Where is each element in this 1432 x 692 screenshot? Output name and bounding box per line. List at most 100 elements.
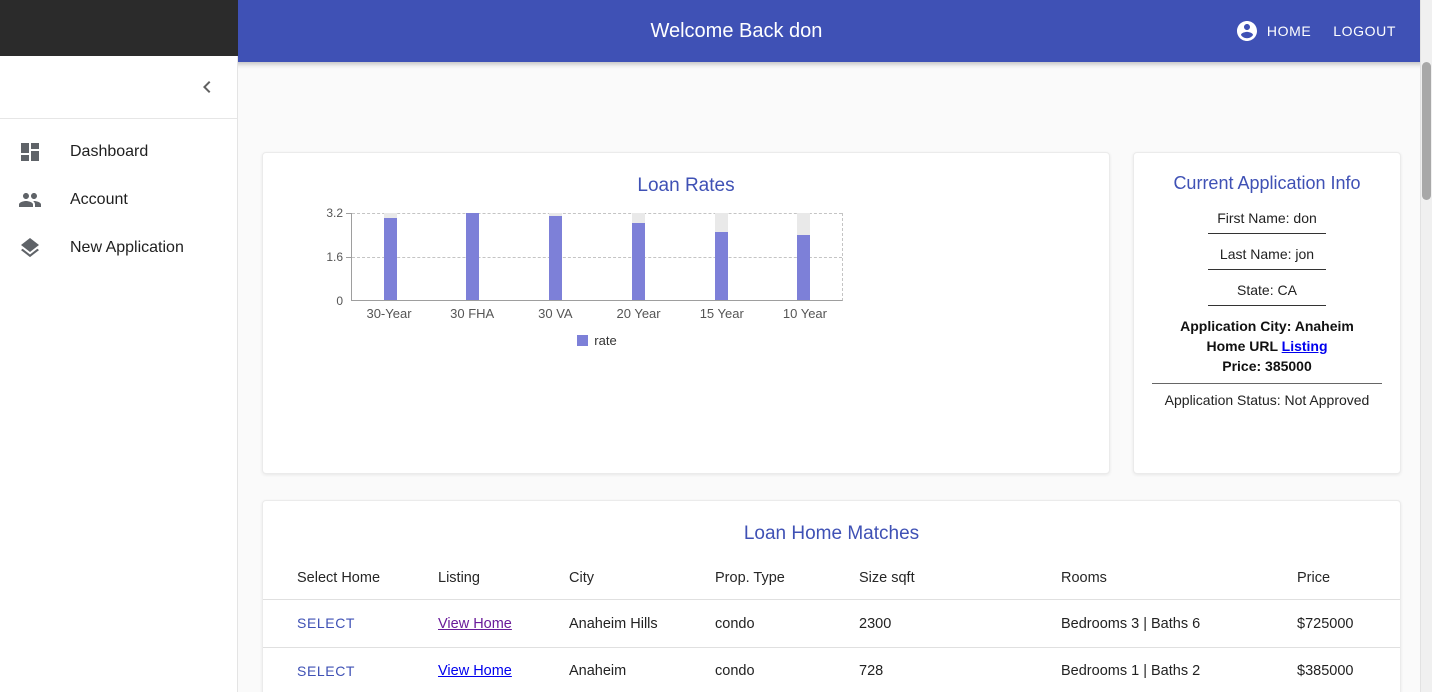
cell-price: $725000 [1297,615,1354,632]
rate-bar-30-year [383,218,397,300]
chevron-left-icon [195,81,219,102]
chart-bars [352,213,842,300]
bar-track [797,213,811,300]
header-nav: HOME LOGOUT [1235,19,1396,43]
application-price: Price: 385000 [1222,358,1312,374]
sidebar: Dashboard Account New Application [0,56,238,692]
rate-bar-20-year [631,222,645,300]
home-nav-label: HOME [1266,23,1312,39]
sidebar-menu: Dashboard Account New Application [0,119,237,272]
application-city: Application City: Anaheim [1180,318,1354,334]
view-home-link[interactable]: View Home [438,615,512,632]
sidebar-collapse-row [0,56,237,119]
bar-track [466,213,480,300]
col-header-size-sqft: Size sqft [859,570,915,586]
bar-track [383,213,397,300]
bar-column [768,213,840,300]
select-home-button[interactable]: SELECT [297,615,356,631]
home-url-line: Home URL Listing [1150,338,1384,354]
last-name-field: Last Name: jon [1208,246,1326,270]
chart-y-axis: 3.2 1.6 0 [315,206,351,308]
rate-bar-30-va [549,215,563,300]
x-axis-category-label: 15 Year [699,306,744,321]
cell-prop-type: condo [715,615,755,632]
collapse-sidebar-button[interactable] [189,69,225,105]
bar-column [602,213,674,300]
listing-link[interactable]: Listing [1281,338,1328,354]
layers-icon [18,236,42,260]
col-header-prop-type: Prop. Type [715,570,785,586]
bar-column [354,213,426,300]
vertical-scrollbar[interactable] [1420,0,1432,692]
cell-rooms: Bedrooms 1 | Baths 2 [1061,663,1201,679]
chart-x-axis-labels: 30-Year 30 FHA 30 VA 20 Year 15 Year 10 Year [351,301,843,321]
cell-city: Anaheim Hills [569,615,658,632]
chart-legend: rate [351,333,843,348]
bar-column [685,213,757,300]
application-status: Application Status: Not Approved [1164,392,1370,408]
rate-bar-15-year [714,232,728,300]
main-content: Loan Rates 3.2 1.6 0 3 [238,62,1420,692]
col-header-city: City [569,570,594,586]
people-icon [18,188,42,212]
chart-plot-area [351,213,843,301]
legend-label: rate [594,333,617,348]
application-info-title: Current Application Info [1173,173,1361,193]
y-tick-label: 0 [336,294,343,308]
matches-table: Select Home Listing City Prop. Type Size… [263,557,1400,692]
loan-rates-chart: 3.2 1.6 0 30-Year 30 FHA 30 VA 20 Year 15 Ye… [315,206,855,348]
info-divider [1152,383,1382,384]
table-row: SELECT View Home Anaheim condo 728 Bedro… [263,647,1400,692]
first-name-field: First Name: don [1208,210,1326,234]
application-info-card: Current Application Info First Name: don… [1133,152,1401,474]
account-circle-icon [1235,19,1259,43]
home-nav-link[interactable]: HOME [1235,19,1311,43]
col-header-price: Price [1297,570,1331,586]
col-header-select-home: Select Home [297,570,381,586]
x-axis-category-label: 30 VA [538,306,573,321]
sidebar-item-account[interactable]: Account [0,176,237,224]
app-header: Welcome Back don HOME LOGOUT [0,0,1432,62]
legend-swatch [577,335,589,346]
sidebar-item-label: New Application [70,239,184,256]
loan-home-matches-card: Loan Home Matches Select Home Listing Ci… [262,500,1401,692]
view-home-link[interactable]: View Home [438,663,512,679]
x-axis-category-label: 20 Year [616,306,661,321]
table-row: SELECT View Home Anaheim Hills condo 230… [263,599,1400,647]
loan-rates-card: Loan Rates 3.2 1.6 0 3 [262,152,1110,474]
gridline-1-6 [352,256,842,258]
page-title: Welcome Back don [650,19,823,42]
col-header-listing: Listing [438,570,480,586]
select-home-button[interactable]: SELECT [297,662,356,679]
table-header-row: Select Home Listing City Prop. Type Size… [263,557,1400,599]
bar-track [631,213,645,300]
y-tick-label: 3.2 [326,206,343,220]
logout-nav-label: LOGOUT [1333,23,1396,39]
y-tick-label: 1.6 [326,250,343,264]
brand-block [0,0,238,56]
home-url-label: Home URL [1206,338,1278,354]
bar-track [549,213,563,300]
cell-prop-type: condo [715,663,755,679]
bar-column [520,213,592,300]
cell-size-sqft: 2300 [859,615,892,632]
loan-rates-title: Loan Rates [637,175,735,196]
bar-track [714,213,728,300]
y-tick-mark [346,213,351,214]
rate-bar-30-fha [466,213,480,300]
sidebar-item-dashboard[interactable]: Dashboard [0,128,237,176]
sidebar-item-label: Account [70,191,128,208]
cell-city: Anaheim [569,663,627,679]
loan-home-matches-title: Loan Home Matches [743,523,920,544]
x-axis-category-label: 10 Year [782,306,827,321]
col-header-rooms: Rooms [1061,570,1107,586]
sidebar-item-new-application[interactable]: New Application [0,224,237,272]
rate-bar-10-year [797,234,811,300]
state-field: State: CA [1208,282,1326,306]
cell-price: $385000 [1297,663,1354,679]
sidebar-item-label: Dashboard [70,143,149,160]
cell-size-sqft: 728 [859,663,884,679]
dashboard-icon [18,140,42,164]
scrollbar-thumb[interactable] [1422,62,1431,200]
logout-nav-link[interactable]: LOGOUT [1333,23,1396,39]
